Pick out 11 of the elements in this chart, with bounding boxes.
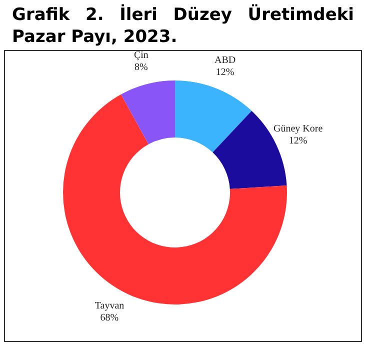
chart-title: Grafik 2. İleri Düzey Üretimdeki Pazar Payı, 2023. — [11, 3, 355, 49]
data-label: 8% — [134, 62, 148, 73]
slice-label: Güney Kore — [273, 124, 324, 135]
donut-slice — [175, 80, 252, 152]
slice-label: Çin — [134, 50, 148, 61]
data-label: 12% — [216, 67, 234, 78]
data-label: 68% — [100, 312, 119, 324]
slice-label: ABD — [214, 55, 236, 66]
donut-slice — [121, 80, 175, 144]
slice-label: Tayvan — [94, 300, 124, 312]
data-label: 12% — [288, 136, 308, 147]
